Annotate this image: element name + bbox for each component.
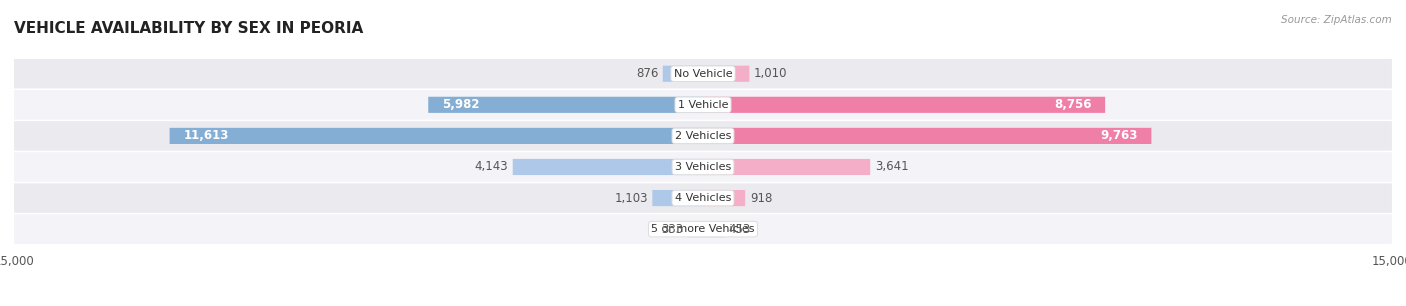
Text: 1 Vehicle: 1 Vehicle [678, 100, 728, 110]
Text: 1,010: 1,010 [754, 67, 787, 80]
Text: 4,143: 4,143 [474, 160, 508, 174]
Text: 11,613: 11,613 [183, 129, 229, 142]
FancyBboxPatch shape [14, 152, 1392, 182]
Text: 333: 333 [661, 223, 683, 236]
Text: 9,763: 9,763 [1101, 129, 1137, 142]
Text: No Vehicle: No Vehicle [673, 69, 733, 79]
Text: 453: 453 [728, 223, 751, 236]
FancyBboxPatch shape [703, 66, 749, 82]
FancyBboxPatch shape [688, 221, 703, 237]
FancyBboxPatch shape [14, 183, 1392, 213]
FancyBboxPatch shape [703, 128, 1152, 144]
FancyBboxPatch shape [14, 90, 1392, 120]
Text: VEHICLE AVAILABILITY BY SEX IN PEORIA: VEHICLE AVAILABILITY BY SEX IN PEORIA [14, 21, 363, 36]
Text: 3 Vehicles: 3 Vehicles [675, 162, 731, 172]
FancyBboxPatch shape [14, 215, 1392, 244]
Text: 1,103: 1,103 [614, 192, 648, 205]
Legend: Male, Female: Male, Female [630, 304, 776, 306]
Text: 876: 876 [636, 67, 658, 80]
FancyBboxPatch shape [703, 159, 870, 175]
Text: Source: ZipAtlas.com: Source: ZipAtlas.com [1281, 15, 1392, 25]
FancyBboxPatch shape [703, 221, 724, 237]
Text: 5 or more Vehicles: 5 or more Vehicles [651, 224, 755, 234]
FancyBboxPatch shape [170, 128, 703, 144]
FancyBboxPatch shape [429, 97, 703, 113]
FancyBboxPatch shape [513, 159, 703, 175]
FancyBboxPatch shape [662, 66, 703, 82]
FancyBboxPatch shape [14, 59, 1392, 88]
Text: 3,641: 3,641 [875, 160, 908, 174]
Text: 5,982: 5,982 [441, 98, 479, 111]
FancyBboxPatch shape [703, 97, 1105, 113]
Text: 2 Vehicles: 2 Vehicles [675, 131, 731, 141]
Text: 8,756: 8,756 [1054, 98, 1091, 111]
FancyBboxPatch shape [703, 190, 745, 206]
FancyBboxPatch shape [14, 121, 1392, 151]
Text: 4 Vehicles: 4 Vehicles [675, 193, 731, 203]
FancyBboxPatch shape [652, 190, 703, 206]
Text: 918: 918 [749, 192, 772, 205]
